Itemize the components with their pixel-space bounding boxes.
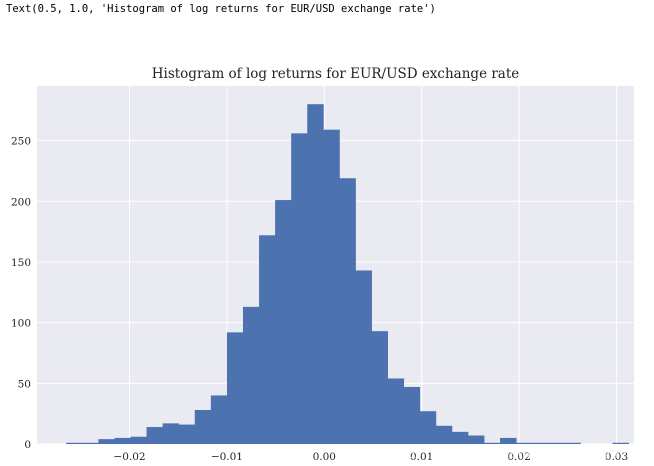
histogram-bar: [355, 270, 372, 444]
histogram-bar: [387, 378, 405, 444]
x-tick-label: 0.03: [605, 451, 628, 463]
x-tick-label: −0.01: [211, 451, 243, 463]
histogram-bar: [435, 425, 453, 444]
histogram-bar: [291, 133, 308, 445]
histogram-bar: [226, 332, 244, 444]
histogram-bar: [516, 442, 533, 444]
histogram-bar: [194, 410, 212, 444]
histogram-bar: [484, 442, 501, 444]
histogram-bar: [242, 306, 260, 444]
histogram-bar: [532, 442, 549, 444]
histogram-bar: [339, 178, 356, 444]
histogram-bar: [564, 442, 581, 444]
y-tick-label: 250: [11, 136, 31, 148]
cell-output-text: Text(0.5, 1.0, 'Histogram of log returns…: [6, 3, 436, 15]
histogram-bar: [178, 424, 196, 444]
histogram-bar: [451, 431, 469, 444]
x-tick-label: 0.02: [507, 451, 530, 463]
histogram-bar: [548, 442, 565, 444]
x-tick-label: 0.01: [410, 451, 433, 463]
histogram-bar: [419, 411, 437, 444]
histogram-bar: [500, 437, 517, 444]
y-axis-ticks: 0 50 100 150 200 250: [11, 136, 31, 451]
histogram-bar: [403, 386, 421, 444]
chart-title: Histogram of log returns for EUR/USD exc…: [152, 66, 520, 82]
y-tick-label: 0: [24, 439, 31, 451]
histogram-bar: [114, 437, 131, 444]
histogram-bar: [66, 442, 83, 444]
y-tick-label: 50: [18, 378, 31, 390]
y-tick-label: 150: [11, 257, 31, 269]
histogram-bar: [275, 200, 292, 444]
histogram-bars: [66, 104, 630, 445]
y-tick-label: 200: [11, 196, 31, 208]
histogram-bar: [259, 235, 276, 444]
histogram-bar: [323, 129, 340, 444]
histogram-bar: [371, 331, 389, 444]
x-axis-ticks: −0.02 −0.01 0.00 0.01 0.02 0.03: [113, 451, 628, 463]
histogram-bar: [98, 439, 115, 444]
histogram-bar: [82, 442, 99, 444]
histogram-bar: [146, 427, 164, 444]
histogram-bar: [162, 423, 180, 444]
histogram-bar: [130, 436, 147, 444]
histogram-bar: [210, 395, 228, 444]
histogram-bar: [307, 104, 324, 444]
x-tick-label: −0.02: [113, 451, 145, 463]
histogram-bar: [467, 435, 485, 444]
histogram-bar: [612, 442, 630, 444]
y-tick-label: 100: [11, 318, 31, 330]
watermark: https://blog.csdn.net/Linli522362242: [388, 447, 628, 462]
x-tick-label: 0.00: [313, 451, 336, 463]
